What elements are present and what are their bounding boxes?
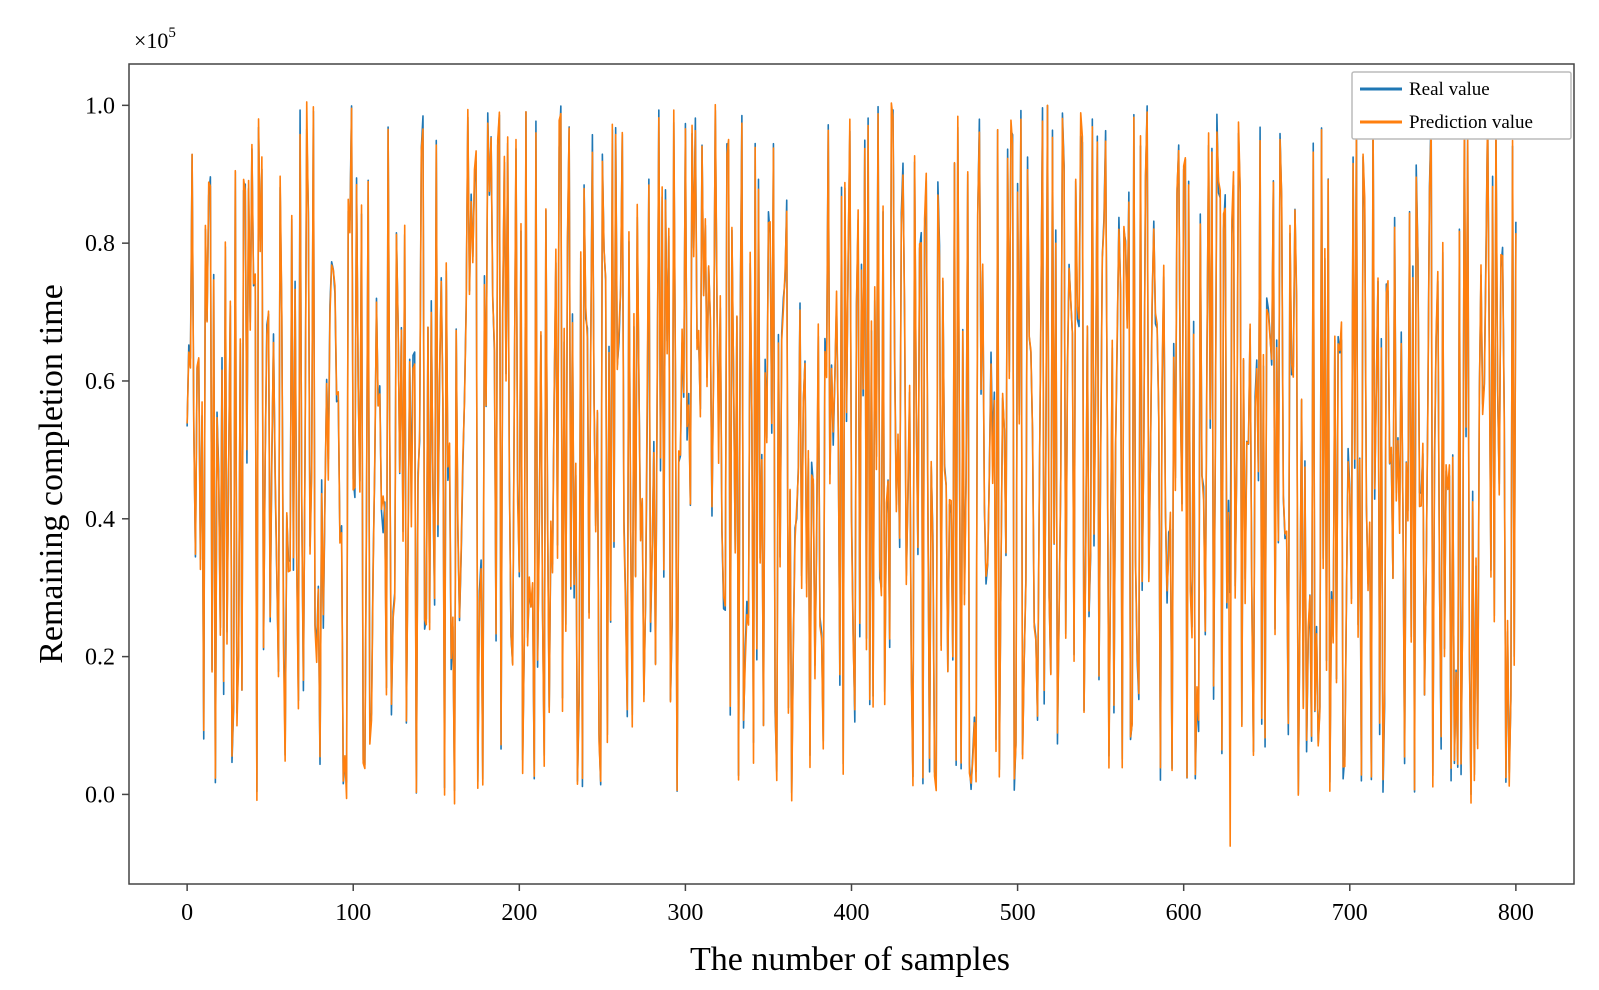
- legend: Real value Prediction value: [1351, 71, 1572, 140]
- x-tick-label: 800: [1498, 900, 1534, 926]
- x-axis: 0 100 200 300 400 500 600 700 800: [181, 884, 1534, 926]
- y-offset-exponent: 5: [168, 25, 176, 41]
- x-tick-label: 100: [335, 900, 371, 926]
- legend-label-real: Real value: [1409, 79, 1490, 100]
- plot-lines: [186, 101, 1517, 847]
- y-tick-label: 0.2: [85, 645, 115, 671]
- x-tick-label: 500: [1000, 900, 1036, 926]
- x-tick-label: 0: [181, 900, 193, 926]
- y-tick-label: 1.0: [85, 93, 115, 119]
- y-offset-label: ×105: [134, 25, 176, 53]
- y-tick-label: 0.4: [85, 507, 115, 533]
- series-line-prediction: [186, 101, 1517, 847]
- x-tick-label: 400: [834, 900, 870, 926]
- legend-label-prediction: Prediction value: [1409, 112, 1533, 133]
- x-tick-label: 200: [501, 900, 537, 926]
- y-axis: 0.0 0.2 0.4 0.6 0.8 1.0: [85, 93, 129, 808]
- x-axis-label: The number of samples: [690, 941, 1010, 978]
- y-tick-label: 0.8: [85, 231, 115, 257]
- x-tick-label: 600: [1166, 900, 1202, 926]
- x-tick-label: 300: [667, 900, 703, 926]
- y-axis-label: Remaining completion time: [33, 284, 70, 664]
- x-tick-label: 700: [1332, 900, 1368, 926]
- y-tick-label: 0.6: [85, 369, 115, 395]
- legend-frame: [1351, 71, 1572, 140]
- y-tick-label: 0.0: [85, 782, 115, 808]
